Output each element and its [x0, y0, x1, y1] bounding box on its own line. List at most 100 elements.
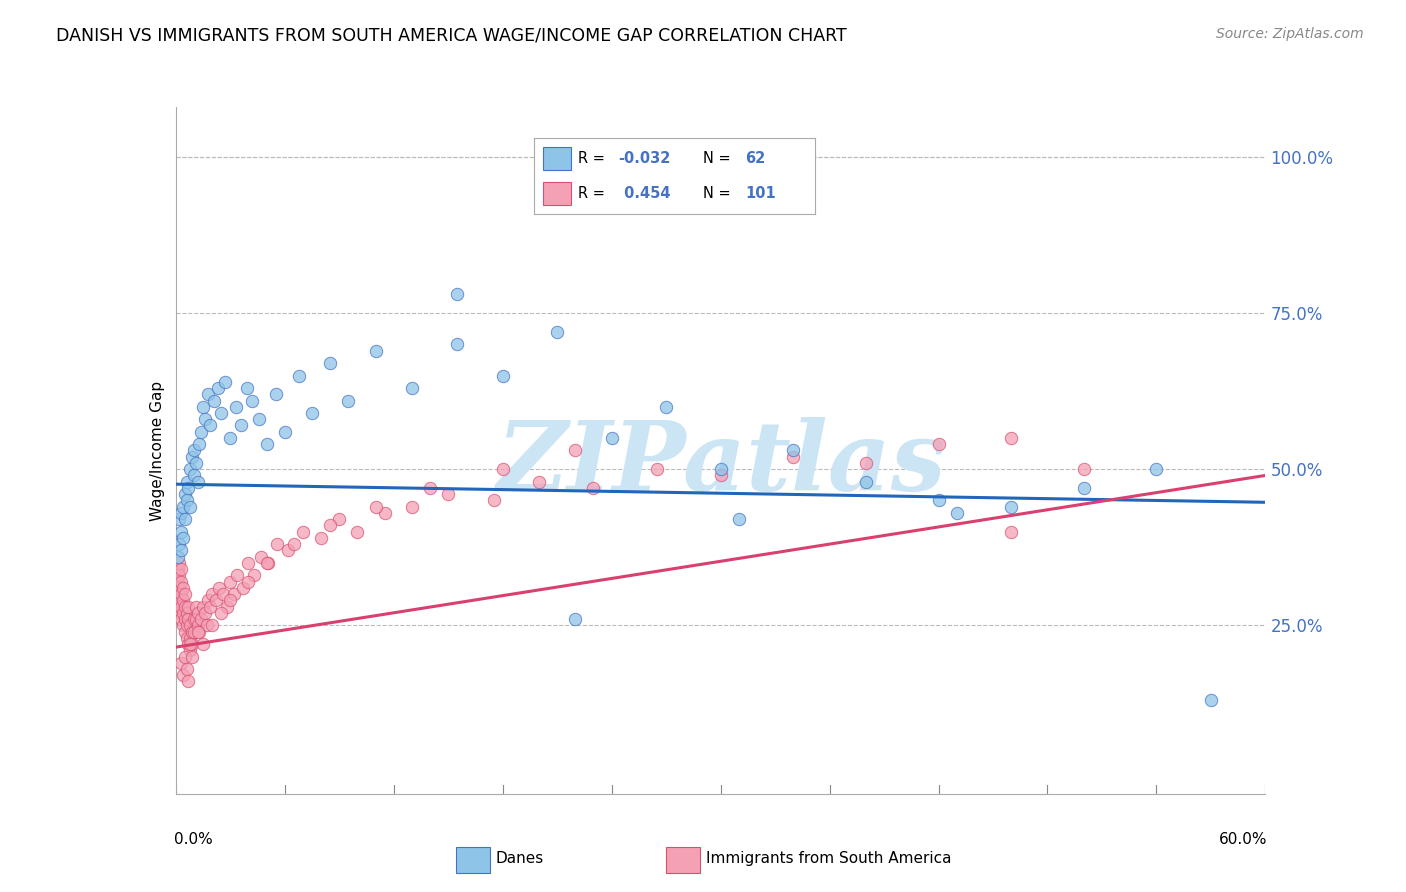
Point	[710, 462, 733, 476]
Point	[169, 581, 191, 595]
Point	[177, 674, 200, 689]
Point	[170, 574, 193, 589]
Point	[179, 500, 201, 514]
Point	[170, 599, 193, 614]
Point	[169, 593, 191, 607]
Point	[177, 481, 200, 495]
Point	[945, 506, 967, 520]
Point	[582, 481, 605, 495]
Point	[194, 606, 217, 620]
Point	[190, 425, 212, 439]
Point	[855, 475, 877, 489]
Point	[176, 493, 198, 508]
Point	[170, 543, 193, 558]
Text: 0.454: 0.454	[619, 186, 671, 201]
Point	[183, 612, 205, 626]
Point	[208, 581, 231, 595]
Point	[183, 468, 205, 483]
Point	[266, 537, 288, 551]
Text: 101: 101	[745, 186, 776, 201]
Point	[190, 612, 212, 626]
Point	[1199, 693, 1222, 707]
Point	[169, 512, 191, 526]
Bar	[666, 847, 700, 872]
Point	[1000, 500, 1022, 514]
Point	[186, 618, 209, 632]
Text: N =: N =	[703, 186, 735, 201]
Point	[238, 556, 260, 570]
Point	[222, 587, 245, 601]
Point	[176, 662, 198, 676]
Point	[184, 599, 207, 614]
Point	[319, 518, 342, 533]
Point	[928, 493, 950, 508]
Point	[188, 437, 211, 451]
Point	[184, 456, 207, 470]
Point	[374, 506, 396, 520]
Point	[173, 587, 195, 601]
Point	[173, 599, 195, 614]
Text: 60.0%: 60.0%	[1219, 831, 1268, 847]
Point	[170, 612, 193, 626]
Point	[176, 618, 198, 632]
Point	[181, 450, 204, 464]
Text: -0.032: -0.032	[619, 152, 671, 166]
Point	[200, 599, 222, 614]
Point	[179, 631, 201, 645]
Point	[855, 456, 877, 470]
Point	[212, 587, 235, 601]
Point	[319, 356, 342, 370]
Point	[219, 593, 242, 607]
Point	[645, 462, 668, 476]
Point	[564, 443, 586, 458]
Point	[782, 450, 804, 464]
Bar	[543, 182, 571, 205]
Point	[207, 381, 229, 395]
Point	[277, 543, 299, 558]
Bar	[456, 847, 489, 872]
Text: R =: R =	[578, 152, 609, 166]
Point	[240, 393, 263, 408]
Point	[177, 612, 200, 626]
Point	[482, 493, 505, 508]
Point	[195, 618, 218, 632]
Bar	[543, 147, 571, 170]
Point	[243, 568, 266, 582]
Point	[1146, 462, 1168, 476]
Point	[238, 574, 260, 589]
Point	[564, 612, 586, 626]
Point	[172, 531, 194, 545]
Point	[546, 325, 568, 339]
Point	[928, 437, 950, 451]
Point	[176, 631, 198, 645]
Point	[710, 468, 733, 483]
Point	[492, 462, 515, 476]
Point	[186, 475, 209, 489]
Point	[169, 556, 191, 570]
Point	[301, 406, 323, 420]
Point	[166, 587, 188, 601]
Point	[191, 599, 214, 614]
Point	[172, 618, 194, 632]
Point	[181, 624, 204, 639]
Point	[225, 400, 247, 414]
Point	[202, 393, 225, 408]
Point	[191, 400, 214, 414]
Point	[177, 637, 200, 651]
Point	[170, 524, 193, 539]
Point	[179, 637, 201, 651]
Point	[219, 431, 242, 445]
Point	[166, 599, 188, 614]
Point	[250, 549, 273, 564]
Point	[328, 512, 350, 526]
Point	[364, 343, 387, 358]
Text: N =: N =	[703, 152, 735, 166]
Point	[215, 599, 238, 614]
Point	[727, 512, 749, 526]
Point	[169, 568, 191, 582]
Text: Source: ZipAtlas.com: Source: ZipAtlas.com	[1216, 27, 1364, 41]
Point	[201, 587, 224, 601]
Point	[492, 368, 515, 383]
Point	[181, 649, 204, 664]
Point	[197, 593, 219, 607]
